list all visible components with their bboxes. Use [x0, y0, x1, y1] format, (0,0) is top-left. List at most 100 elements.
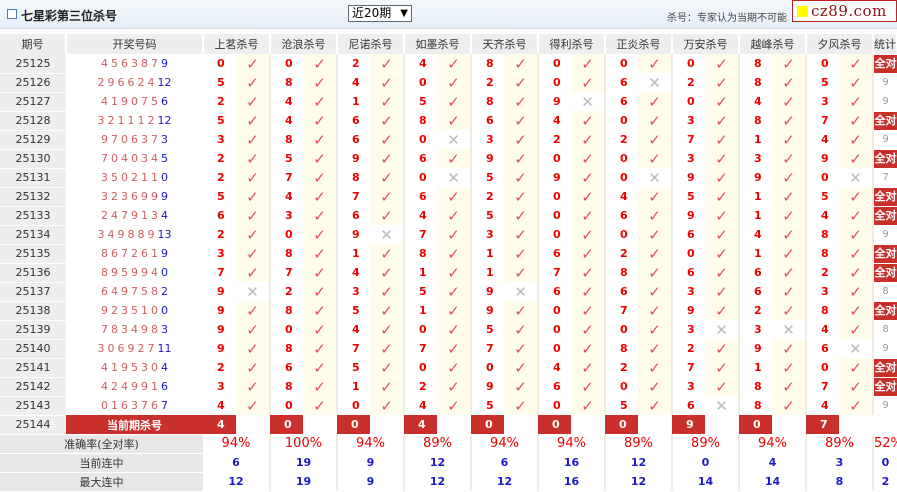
kill-number: 0 [419, 133, 427, 146]
summary-value: 6 [471, 453, 539, 472]
check-icon: ✓ [638, 339, 673, 358]
draw-digit: 1 [127, 114, 138, 127]
draw-digit: 4 [147, 76, 158, 89]
table-row: 25133 2479134 6 ✓ 3 ✓ 6 ✓ 4 ✓ 5 ✓ 0 ✓ 6 ✓ 9 ✓ 1 ✓ 4 ✓ 全对 [0, 206, 897, 226]
draw-digit: 0 [121, 133, 131, 146]
draw-digit: 4 [151, 152, 161, 165]
kill-number: 8 [285, 304, 293, 317]
issue-cell: 25127 [0, 92, 66, 112]
draw-digit: 3 [141, 361, 151, 374]
check-icon: ✓ [370, 187, 405, 206]
page-title: 七星彩第三位杀号 [21, 9, 118, 23]
draw-last-digit: 3 [161, 133, 168, 146]
check-icon: ✓ [571, 73, 606, 92]
kill-number: 8 [352, 171, 360, 184]
draw-digit: 7 [101, 323, 111, 336]
current-kill-number: 4 [203, 415, 236, 434]
kill-number: 3 [285, 209, 293, 222]
summary-value: 89% [806, 434, 874, 453]
draw-last-digit: 12 [157, 76, 172, 89]
check-icon: ✓ [370, 54, 405, 73]
draw-digit: 6 [121, 57, 131, 70]
check-icon: ✓ [571, 377, 606, 396]
draw-digit: 6 [141, 247, 151, 260]
issue-cell: 25130 [0, 149, 66, 169]
draw-numbers: 6497582 [66, 282, 203, 301]
draw-digit: 1 [151, 380, 161, 393]
check-icon: ✓ [370, 320, 405, 339]
draw-digit: 6 [131, 133, 141, 146]
draw-numbers: 4195304 [66, 358, 203, 377]
draw-digit: 2 [137, 342, 148, 355]
all-correct-badge: 全对 [874, 111, 897, 130]
check-icon: ✓ [839, 263, 874, 282]
check-icon: ✓ [303, 282, 338, 301]
check-icon: ✓ [437, 92, 472, 111]
kill-number: 4 [821, 209, 829, 222]
check-icon: ✓ [772, 263, 807, 282]
summary-value: 19 [270, 472, 338, 491]
draw-digit: 4 [151, 266, 161, 279]
check-icon: ✓ [638, 54, 673, 73]
check-icon: ✓ [437, 187, 472, 206]
check-icon: ✓ [705, 244, 740, 263]
period-select[interactable]: 近20期 ▼ [348, 5, 412, 22]
draw-last-digit: 7 [161, 399, 168, 412]
kill-number: 6 [687, 399, 695, 412]
draw-digit: 4 [111, 285, 121, 298]
kill-number: 8 [754, 76, 762, 89]
summary-value: 16 [538, 472, 606, 491]
check-icon: ✓ [437, 206, 472, 225]
check-icon: ✓ [772, 225, 807, 244]
period-select-value: 近20期 [352, 6, 392, 20]
check-icon: ✓ [370, 358, 405, 377]
check-icon: ✓ [705, 73, 740, 92]
check-icon: ✓ [705, 206, 740, 225]
table-row: 25129 9706373 3 ✓ 8 ✓ 6 ✓ 0 ✕ 3 ✓ 2 ✓ 2 ✓ 7 ✓ 1 ✓ 4 ✓ 9 [0, 130, 897, 150]
check-icon: ✓ [571, 111, 606, 130]
kill-number: 6 [620, 95, 628, 108]
check-icon: ✓ [638, 187, 673, 206]
draw-digit: 6 [127, 76, 138, 89]
check-icon: ✓ [303, 168, 338, 187]
kill-number: 9 [687, 171, 695, 184]
draw-digit: 4 [101, 361, 111, 374]
check-icon: ✓ [236, 92, 271, 111]
kill-number: 4 [285, 95, 293, 108]
summary-value: 3 [806, 453, 874, 472]
check-icon: ✓ [236, 187, 271, 206]
check-icon: ✓ [705, 92, 740, 111]
kill-number: 0 [553, 76, 561, 89]
column-header: 尼诺杀号 [337, 34, 405, 54]
check-icon: ✓ [772, 168, 807, 187]
kill-number: 0 [687, 95, 695, 108]
kill-number: 5 [821, 76, 829, 89]
draw-digit: 9 [101, 304, 111, 317]
check-icon: ✓ [839, 187, 874, 206]
kill-number: 9 [821, 152, 829, 165]
draw-digit: 5 [141, 285, 151, 298]
draw-numbers: 9235100 [66, 301, 203, 320]
issue-cell: 25128 [0, 111, 66, 131]
kill-number: 6 [352, 209, 360, 222]
cross-icon: ✕ [236, 282, 271, 301]
kill-number: 8 [285, 342, 293, 355]
kill-number: 8 [821, 304, 829, 317]
kill-number: 3 [687, 285, 695, 298]
draw-numbers: 7834983 [66, 320, 203, 339]
draw-last-digit: 3 [161, 323, 168, 336]
draw-digit: 3 [131, 57, 141, 70]
issue-cell: 25131 [0, 168, 66, 188]
empty-cell [504, 415, 538, 434]
check-icon: ✓ [437, 282, 472, 301]
kill-number: 1 [419, 266, 427, 279]
draw-digit: 9 [141, 380, 151, 393]
draw-digit: 9 [151, 190, 161, 203]
draw-digit: 2 [147, 114, 158, 127]
draw-digit: 9 [107, 76, 118, 89]
check-icon: ✓ [504, 130, 539, 149]
summary-value: 100% [270, 434, 338, 453]
kill-number: 4 [754, 228, 762, 241]
checkbox-icon [7, 9, 17, 19]
kill-number: 2 [285, 285, 293, 298]
